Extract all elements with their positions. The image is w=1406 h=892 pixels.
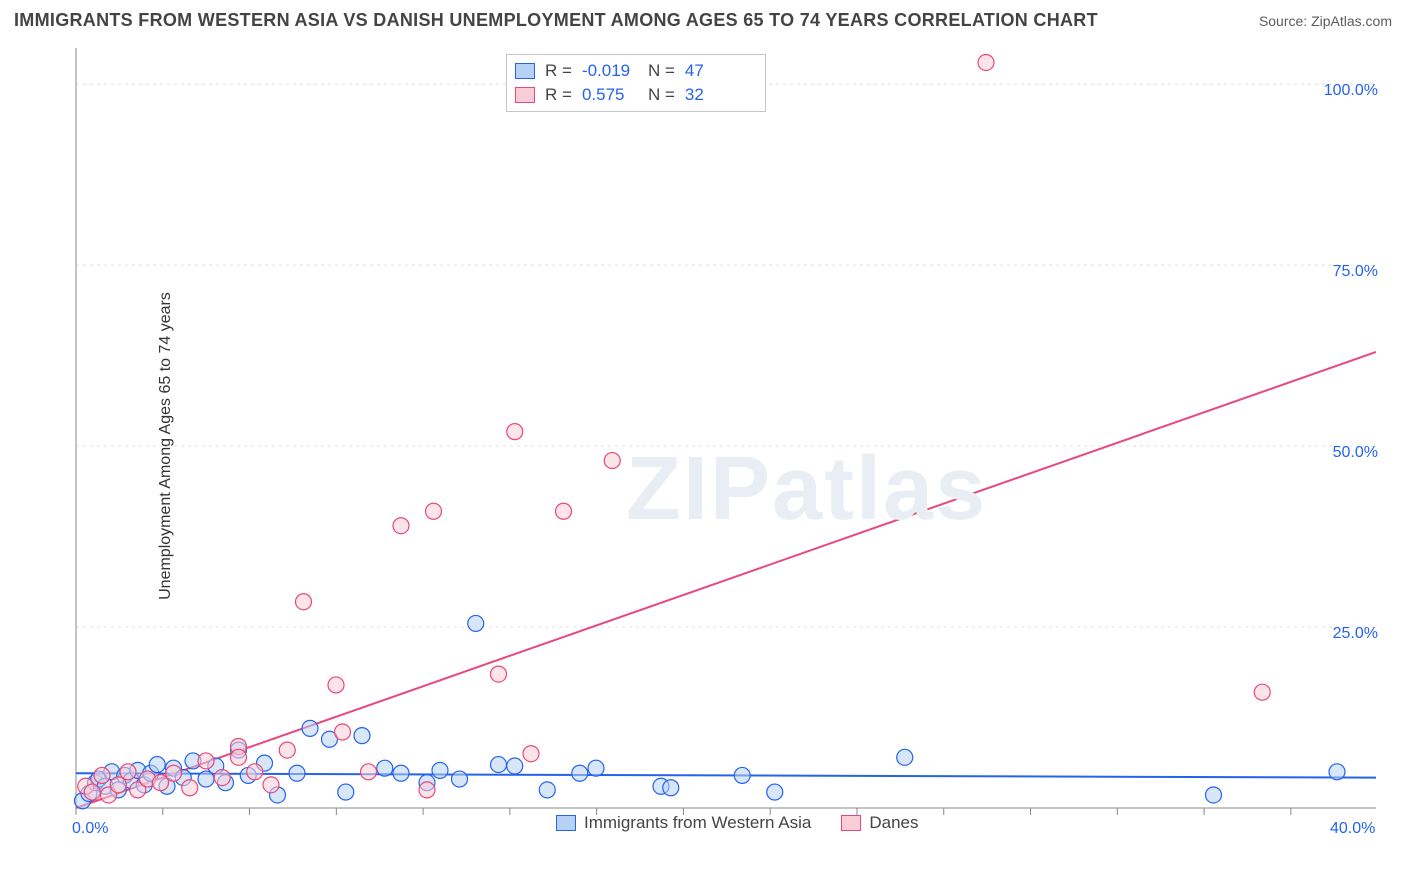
stats-legend-row: R = -0.019 N = 47 bbox=[515, 59, 757, 83]
source-attribution: Source: ZipAtlas.com bbox=[1259, 13, 1392, 29]
legend-series-name: Immigrants from Western Asia bbox=[584, 813, 811, 833]
stat-n-value: 47 bbox=[685, 61, 741, 81]
legend-swatch-icon bbox=[556, 815, 576, 831]
stat-r-label: R = bbox=[545, 85, 572, 105]
legend-series-name: Danes bbox=[869, 813, 918, 833]
legend-item: Danes bbox=[841, 813, 918, 833]
x-tick-label: 40.0% bbox=[1330, 820, 1375, 838]
stats-legend-row: R = 0.575 N = 32 bbox=[515, 83, 757, 107]
correlation-stats-legend: R = -0.019 N = 47 R = 0.575 N = 32 bbox=[506, 54, 766, 112]
x-tick-label: 0.0% bbox=[72, 820, 108, 838]
stat-r-value: -0.019 bbox=[582, 61, 638, 81]
stat-n-label: N = bbox=[648, 85, 675, 105]
stat-n-label: N = bbox=[648, 61, 675, 81]
y-tick-label: 100.0% bbox=[1324, 82, 1378, 100]
legend-item: Immigrants from Western Asia bbox=[556, 813, 811, 833]
stat-r-value: 0.575 bbox=[582, 85, 638, 105]
chart-title: IMMIGRANTS FROM WESTERN ASIA VS DANISH U… bbox=[14, 10, 1098, 31]
stat-n-value: 32 bbox=[685, 85, 741, 105]
legend-swatch-icon bbox=[841, 815, 861, 831]
y-tick-label: 25.0% bbox=[1333, 625, 1378, 643]
y-tick-label: 50.0% bbox=[1333, 444, 1378, 462]
scatter-chart: ZIPatlas R =-0.019N =47R =0.575N =32 Imm… bbox=[56, 48, 1376, 838]
stat-r-label: R = bbox=[545, 61, 572, 81]
legend-swatch-icon bbox=[515, 63, 535, 79]
y-tick-label: 75.0% bbox=[1333, 263, 1378, 281]
series-legend: Immigrants from Western Asia Danes bbox=[556, 813, 919, 833]
legend-swatch-icon bbox=[515, 87, 535, 103]
